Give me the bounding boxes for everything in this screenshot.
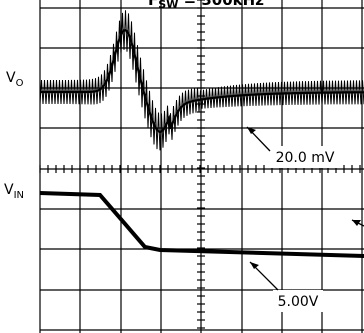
channel-subscript: IN xyxy=(14,190,24,201)
vo-trace xyxy=(40,29,364,134)
graticule xyxy=(39,0,364,333)
arrowhead xyxy=(247,127,256,134)
scale-label: 20.0 mV xyxy=(276,150,335,166)
scale-box xyxy=(268,146,342,168)
arrowhead xyxy=(352,220,361,226)
arrowhead xyxy=(250,262,259,269)
channel-subscript: O xyxy=(16,78,24,89)
channel-symbol: V xyxy=(6,70,16,86)
channel-symbol: V xyxy=(4,182,14,198)
scale-label: 5.00V xyxy=(278,294,319,310)
channel-label: VO xyxy=(6,70,24,89)
title-subscript: SW xyxy=(158,0,178,11)
title-rest: = 300kHz xyxy=(178,0,264,9)
title-symbol: F xyxy=(148,0,158,9)
vin-trace xyxy=(39,191,364,258)
title: FSW = 300kHz xyxy=(148,0,264,11)
vo-ripple-trace xyxy=(39,10,364,151)
channel-label: VIN xyxy=(4,182,24,201)
scale-box xyxy=(273,290,323,312)
